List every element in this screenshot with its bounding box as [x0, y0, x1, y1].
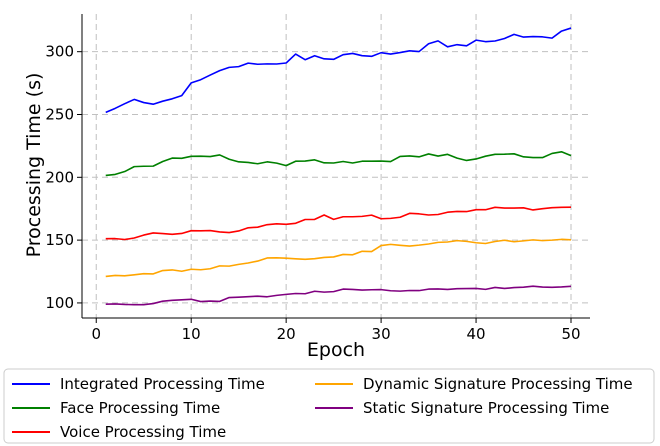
series-line: [105, 238, 572, 278]
series-lines: [105, 27, 572, 306]
series-line: [105, 27, 572, 114]
x-tick-label: 30: [372, 325, 391, 343]
series-line: [105, 206, 572, 241]
y-tick-label: 300: [45, 43, 74, 61]
y-tick-label: 100: [45, 294, 74, 312]
axes: [77, 14, 590, 323]
legend-label: Face Processing Time: [60, 399, 220, 417]
legend-label: Dynamic Signature Processing Time: [363, 375, 633, 393]
x-tick-label: 40: [467, 325, 486, 343]
grid-lines: [82, 14, 590, 318]
x-axis-label: Epoch: [307, 339, 365, 361]
y-tick-label: 200: [45, 168, 74, 186]
y-axis-label: Processing Time (s): [23, 73, 45, 258]
legend-label: Integrated Processing Time: [60, 375, 265, 393]
legend-label: Voice Processing Time: [60, 423, 226, 441]
x-tick-label: 10: [182, 325, 201, 343]
legend-frame: [3, 368, 655, 444]
x-tick-label: 50: [561, 325, 580, 343]
legend-label: Static Signature Processing Time: [363, 399, 609, 417]
series-line: [105, 151, 572, 177]
x-tick-label: 20: [277, 325, 296, 343]
series-line: [105, 285, 572, 306]
legend: Integrated Processing Time Face Processin…: [3, 368, 655, 444]
y-tick-label: 250: [45, 105, 74, 123]
y-tick-label: 150: [45, 231, 74, 249]
x-tick-label: 0: [91, 325, 101, 343]
tick-labels: 0 10 20 30 40 50 100 150 200 250 300: [45, 43, 580, 343]
